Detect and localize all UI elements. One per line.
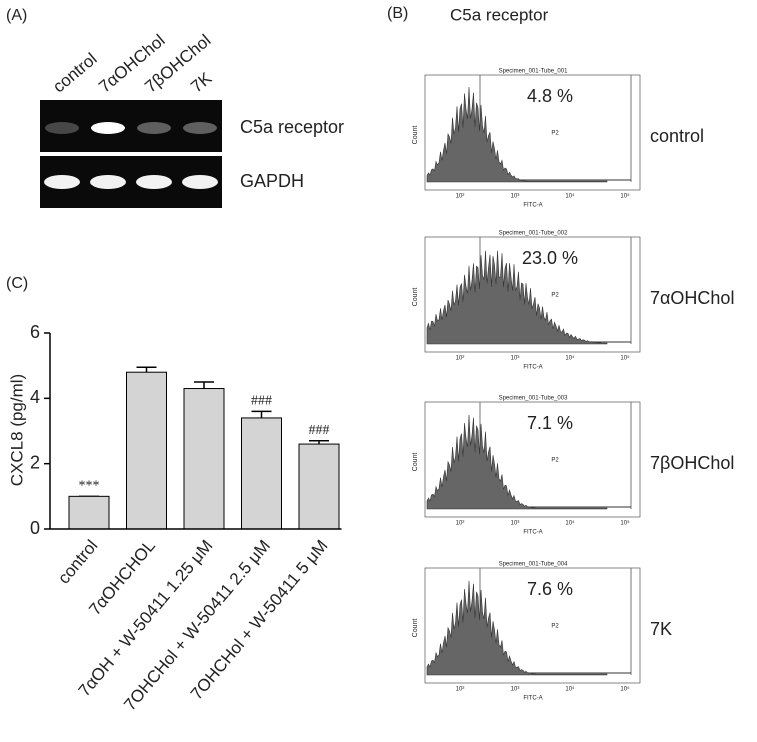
error-bar (251, 410, 272, 418)
error-bar (309, 440, 329, 445)
x-tick-label: 10² (456, 356, 465, 362)
specimen: Specimen_001-Tube_002 (499, 231, 568, 237)
axis-title: Count (412, 126, 419, 145)
error-bar (194, 381, 214, 389)
plot-frame (424, 401, 641, 518)
x-tick-label: 10⁵ (620, 520, 630, 527)
x-tick-label: 10³ (511, 687, 520, 693)
gel-band (137, 122, 171, 134)
x-tick-label: 10² (456, 687, 465, 693)
x-tick-label: 10⁴ (565, 355, 575, 362)
bar (241, 417, 282, 530)
axis-title: FITC-A (523, 530, 542, 536)
x-tick-label: 10² (456, 194, 465, 200)
x-tick-label: 10⁴ (565, 193, 575, 200)
axis-title: FITC-A (523, 365, 542, 371)
plot-frame (424, 567, 641, 684)
gel-band (182, 175, 218, 189)
histogram (426, 580, 608, 676)
panel-label: (A) (6, 7, 27, 24)
x-tick-label: 10² (456, 521, 465, 527)
percent: 4.8 % (527, 86, 573, 106)
y-axis-label: CXCL8 (pg/ml) (7, 374, 26, 486)
x-tick-label: control (54, 536, 101, 587)
axis-title: Count (412, 288, 419, 307)
gel-band (91, 122, 125, 134)
lane-label: control (49, 49, 100, 96)
band-label: C5a receptor (240, 117, 344, 137)
gate-label: P2 (551, 458, 559, 464)
band-label: GAPDH (240, 171, 304, 191)
histogram (426, 414, 608, 510)
bar (183, 388, 225, 530)
sample-label: control (650, 126, 704, 146)
panel-title: C5a receptor (450, 5, 549, 24)
x-tick-label: 10⁴ (565, 520, 575, 527)
x-tick-label: 10⁵ (620, 686, 630, 693)
gel-band (183, 122, 217, 134)
x-tick-label: 10⁴ (565, 686, 575, 693)
significance: *** (79, 479, 100, 494)
axis-title: FITC-A (523, 203, 542, 209)
sample-label: 7βOHChol (650, 453, 734, 473)
gel-band (44, 175, 80, 189)
x-tick-label: 10³ (511, 521, 520, 527)
significance: ### (251, 394, 272, 409)
specimen: Specimen_001-Tube_003 (499, 396, 568, 402)
gel-row (40, 100, 222, 152)
specimen: Specimen_001-Tube_004 (499, 562, 568, 568)
gate-label: P2 (551, 293, 559, 299)
gel-band (45, 122, 79, 134)
sample-label: 7K (650, 619, 672, 639)
bar (126, 371, 167, 530)
sample-label: 7αOHChol (650, 288, 734, 308)
panel-label: (B) (387, 5, 408, 22)
axis-title: Count (412, 453, 419, 472)
panel-label: (C) (6, 275, 28, 292)
histogram (426, 86, 608, 183)
gate-label: P2 (551, 624, 559, 630)
y-tick-label: 0 (30, 518, 40, 538)
significance: ### (309, 423, 330, 438)
plot-frame (424, 236, 641, 353)
axis-title: Count (412, 619, 419, 638)
specimen: Specimen_001-Tube_001 (499, 69, 568, 75)
error-bar (136, 366, 157, 373)
gel-band (136, 175, 172, 189)
axis-title: FITC-A (523, 696, 542, 702)
x-tick-label: 10³ (511, 356, 520, 362)
gel-band (90, 175, 126, 189)
bar (298, 443, 340, 530)
percent: 23.0 % (522, 248, 578, 268)
y-tick-label: 4 (30, 387, 40, 407)
histogram (426, 250, 608, 345)
bar (68, 495, 110, 530)
x-tick-label: 10⁵ (620, 355, 630, 362)
gate-label: P2 (551, 131, 559, 137)
percent: 7.6 % (527, 579, 573, 599)
lane-label: 7K (187, 68, 216, 96)
x-tick-label: 10⁵ (620, 193, 630, 200)
y-tick-label: 6 (30, 322, 40, 342)
plot-frame (424, 74, 641, 191)
y-tick-label: 2 (30, 452, 40, 472)
percent: 7.1 % (527, 413, 573, 433)
x-tick-label: 10³ (511, 194, 520, 200)
